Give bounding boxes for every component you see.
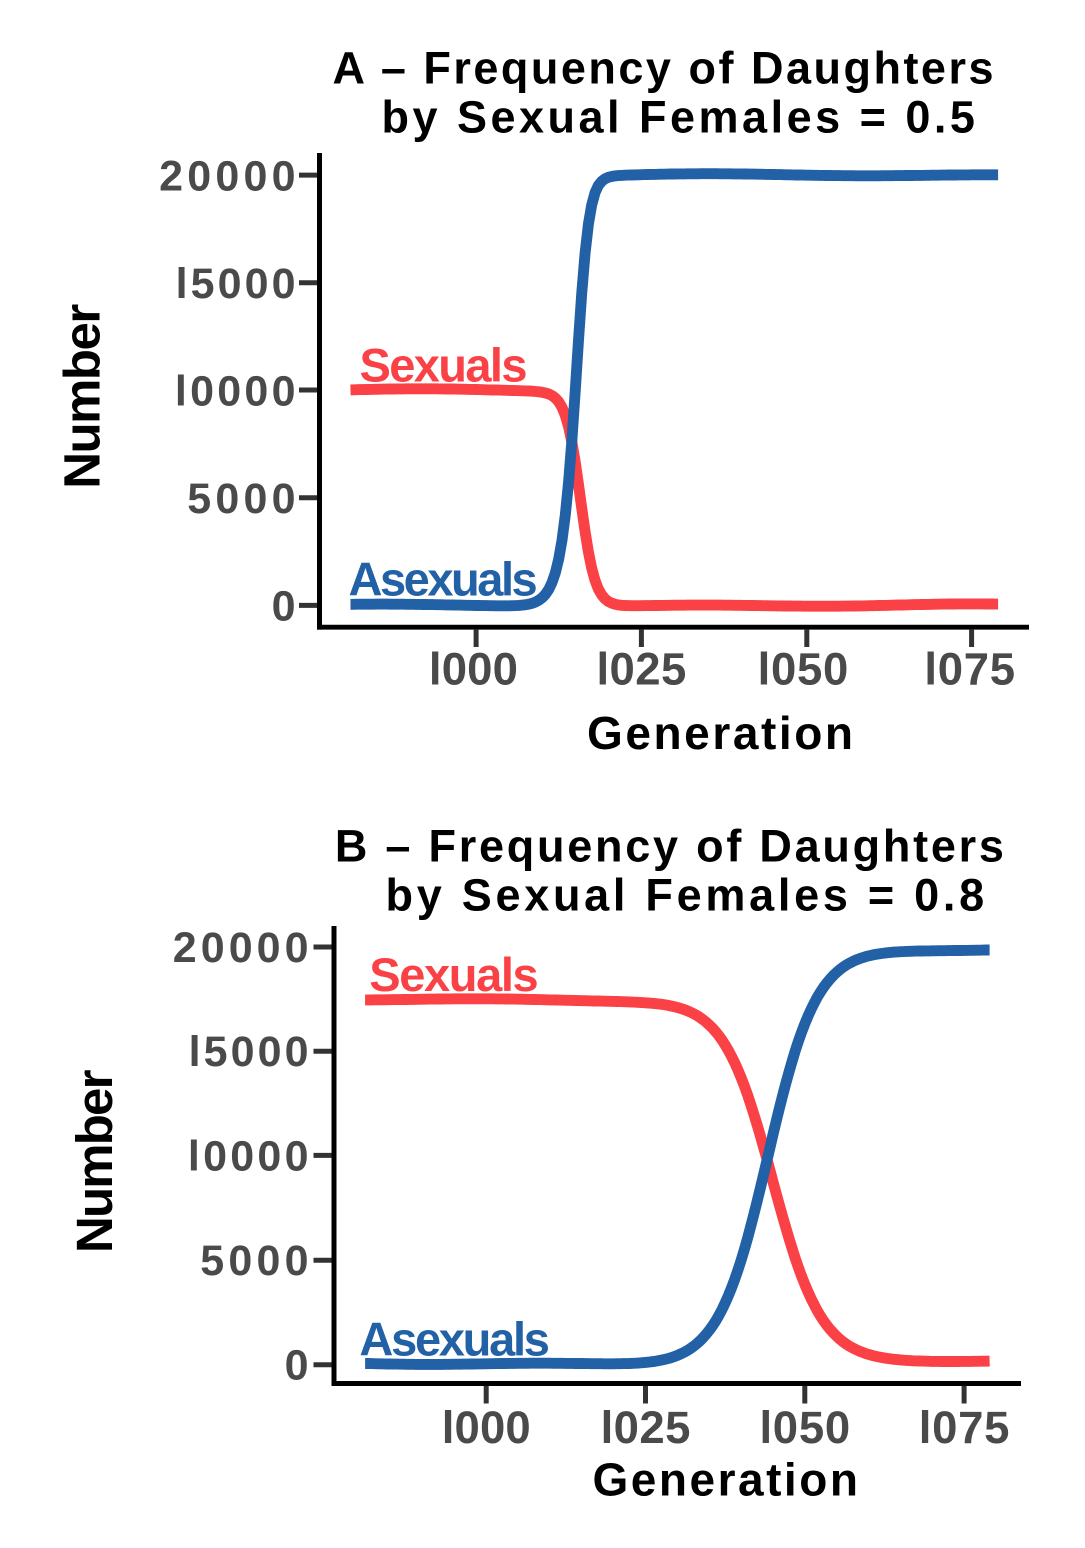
svg-text:5000: 5000 bbox=[200, 1237, 308, 1285]
svg-text:l075: l075 bbox=[919, 1402, 1010, 1453]
svg-text:Generation: Generation bbox=[587, 707, 853, 759]
svg-text:Asexuals: Asexuals bbox=[349, 553, 538, 606]
svg-text:l5000: l5000 bbox=[189, 1028, 309, 1076]
svg-text:0: 0 bbox=[285, 1342, 309, 1390]
svg-text:20000: 20000 bbox=[173, 924, 309, 972]
svg-text:Generation: Generation bbox=[592, 1454, 858, 1506]
svg-text:5000: 5000 bbox=[187, 475, 295, 523]
svg-text:Asexuals: Asexuals bbox=[359, 1312, 550, 1365]
svg-text:Number: Number bbox=[54, 304, 111, 489]
svg-text:0: 0 bbox=[272, 583, 296, 631]
svg-text:l0000: l0000 bbox=[175, 367, 296, 415]
svg-text:A – Frequency of Daughters: A – Frequency of Daughters bbox=[333, 43, 994, 94]
svg-text:B – Frequency of Daughters: B – Frequency of Daughters bbox=[335, 821, 1004, 872]
svg-text:l075: l075 bbox=[924, 644, 1015, 695]
svg-text:l0000: l0000 bbox=[188, 1132, 309, 1180]
svg-text:Sexuals: Sexuals bbox=[360, 339, 528, 392]
svg-text:20000: 20000 bbox=[159, 152, 295, 200]
svg-text:l050: l050 bbox=[758, 644, 849, 695]
svg-text:l025: l025 bbox=[601, 1402, 691, 1453]
svg-text:l050: l050 bbox=[759, 1402, 850, 1453]
svg-text:by Sexual Females = 0.8: by Sexual Females = 0.8 bbox=[386, 870, 985, 921]
svg-text:l000: l000 bbox=[442, 1402, 531, 1453]
svg-text:l5000: l5000 bbox=[176, 260, 296, 308]
svg-text:l025: l025 bbox=[597, 644, 687, 695]
svg-text:Number: Number bbox=[66, 1069, 123, 1253]
svg-text:by Sexual Females = 0.5: by Sexual Females = 0.5 bbox=[381, 92, 974, 143]
svg-text:l000: l000 bbox=[429, 644, 518, 695]
svg-text:Sexuals: Sexuals bbox=[369, 948, 539, 1001]
